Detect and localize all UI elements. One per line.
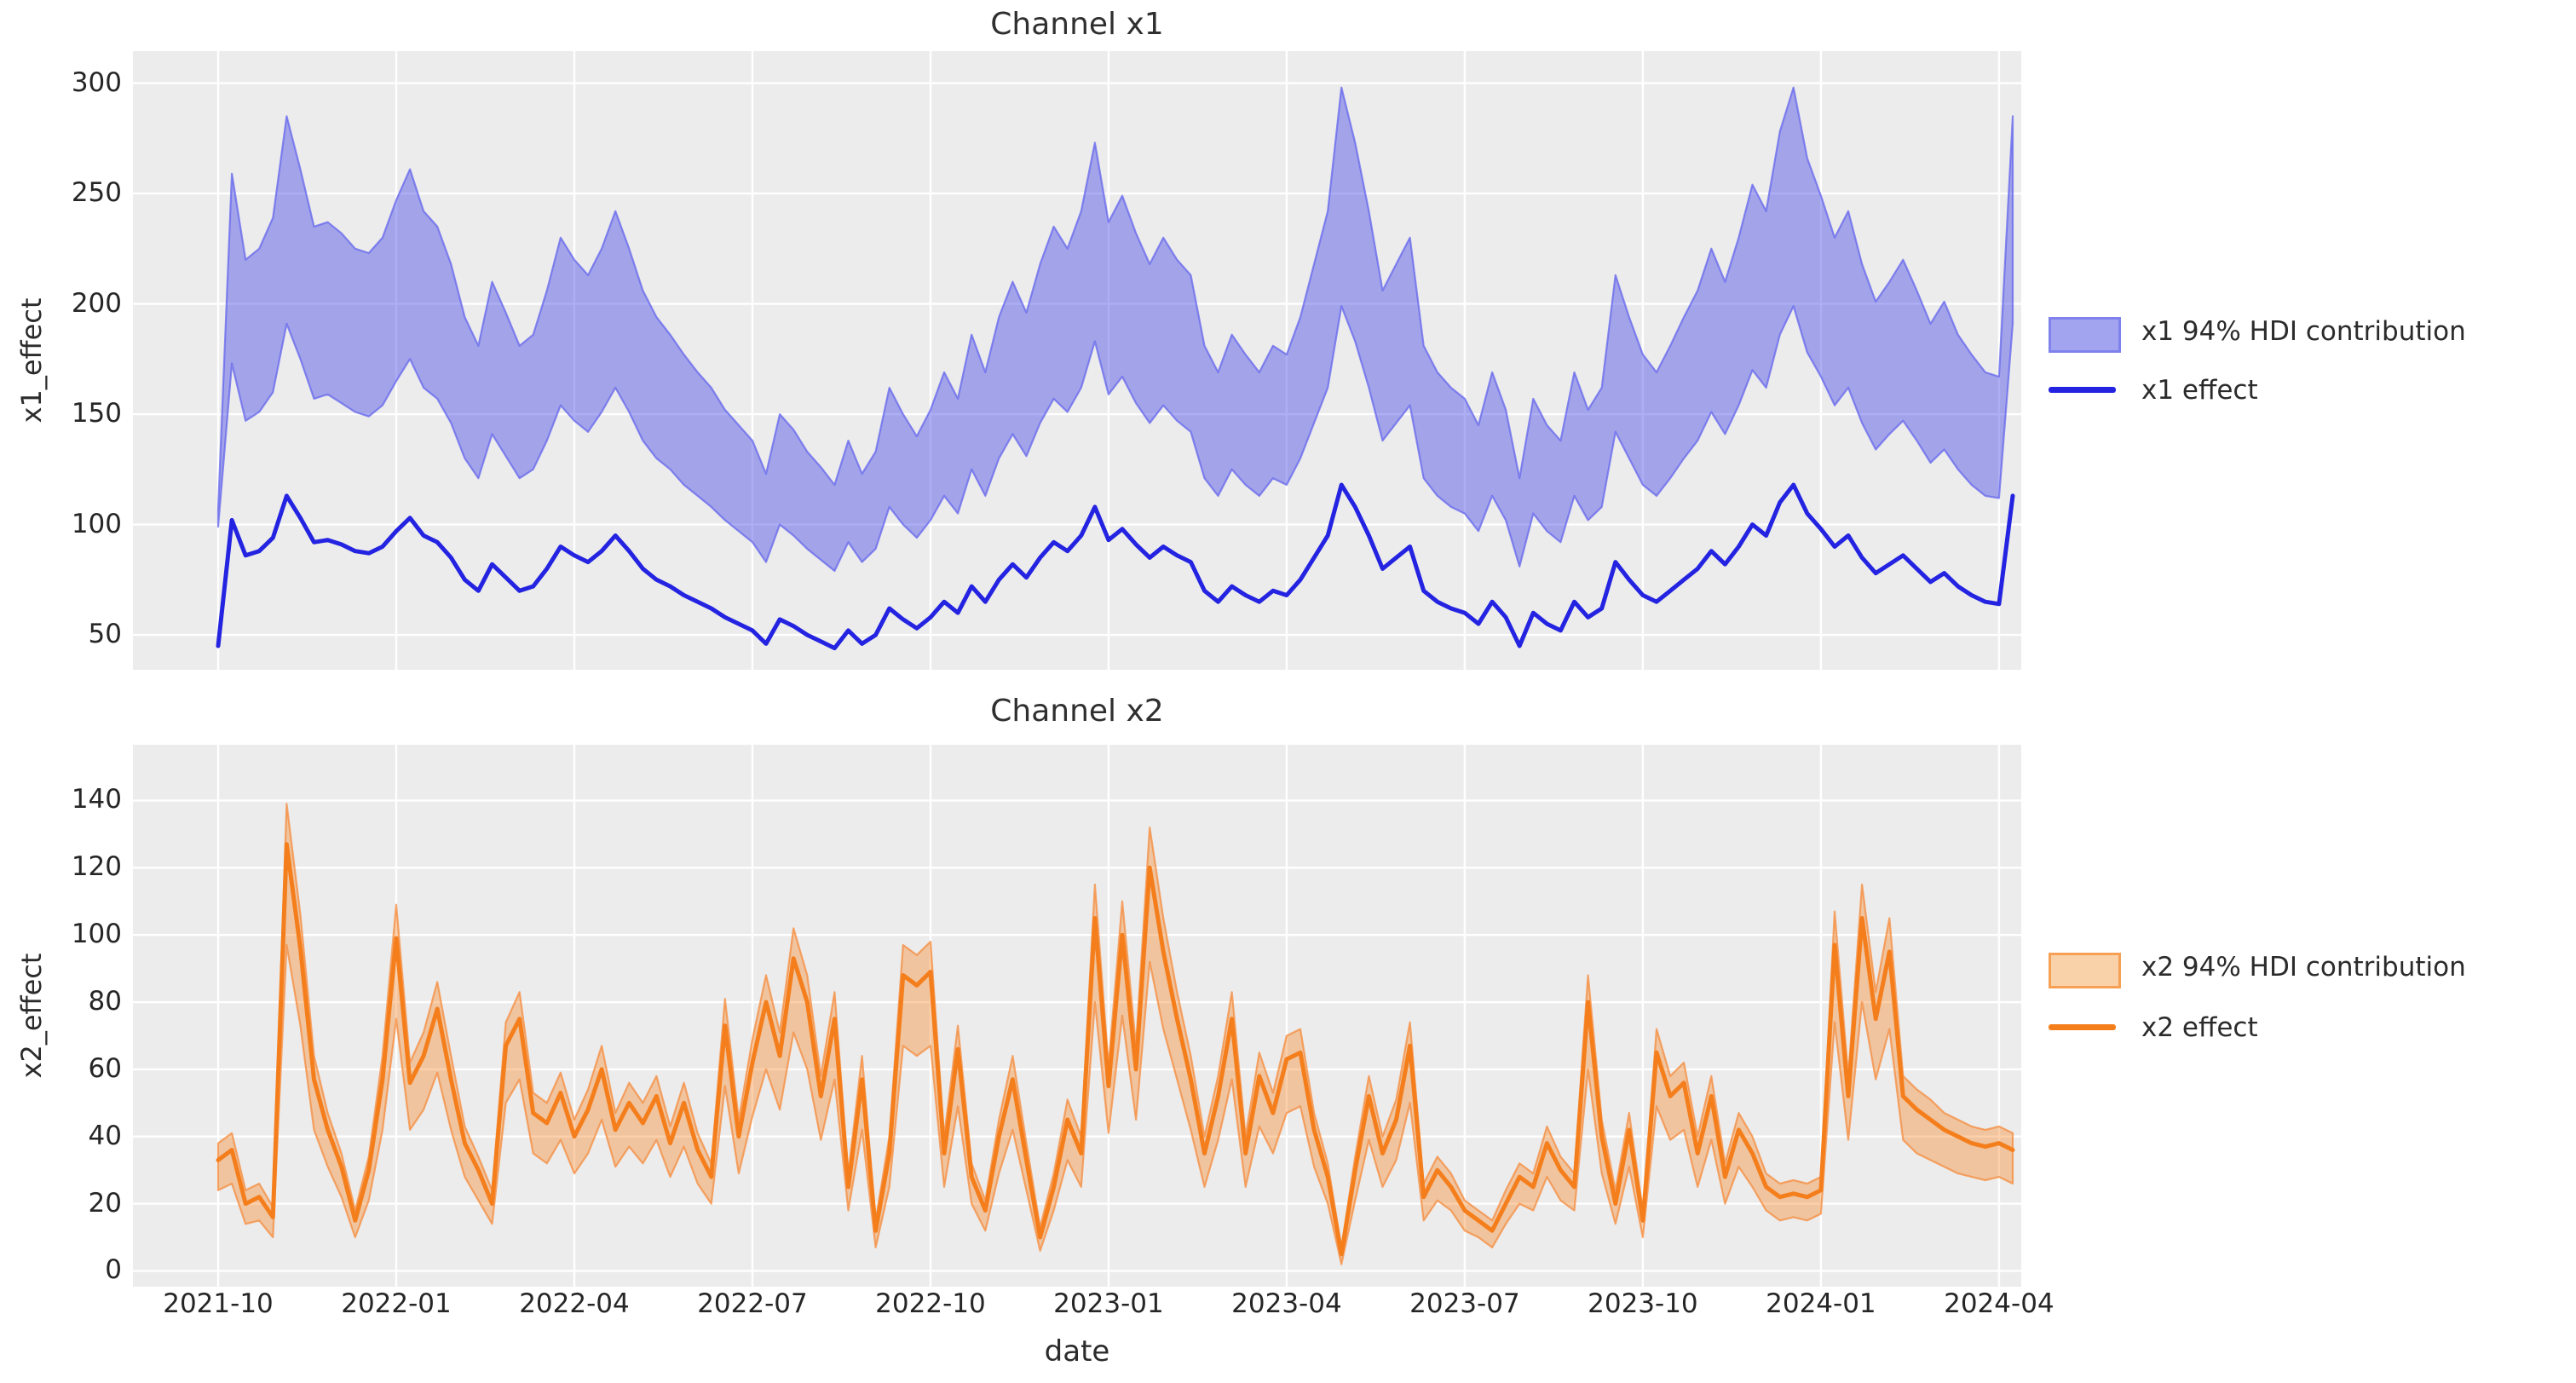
x2-effect-legend-label: x2 effect	[2141, 1012, 2258, 1043]
y-tick-label: 60	[88, 1052, 122, 1084]
x2-effect-line	[216, 842, 2015, 1257]
x-tick-label: 2022-04	[519, 1288, 630, 1319]
y-tick-label: 140	[71, 784, 122, 815]
x2-hdi-legend-swatch-icon	[2049, 953, 2121, 988]
x-tick-label: 2022-07	[697, 1288, 808, 1319]
x-tick-label: 2021-10	[163, 1288, 274, 1319]
x-tick-label: 2023-07	[1409, 1288, 1520, 1319]
x1-effect-legend-label: x1 effect	[2141, 375, 2258, 406]
chart-title-x1: Channel x1	[990, 7, 1164, 42]
y-tick-label: 250	[71, 177, 122, 209]
chart-title-x2: Channel x2	[990, 694, 1164, 729]
y-tick-label: 200	[71, 287, 122, 319]
x2-hdi-legend-label: x2 94% HDI contribution	[2141, 952, 2466, 983]
y-tick-label: 100	[71, 508, 122, 539]
x-tick-label: 2023-10	[1588, 1288, 1698, 1319]
y-tick-label: 50	[88, 619, 122, 650]
x-tick-label: 2022-01	[341, 1288, 452, 1319]
y-tick-label: 150	[71, 398, 122, 429]
x2-hdi-band	[216, 803, 2014, 1265]
y-tick-label: 40	[88, 1120, 122, 1151]
x2-effect-legend-line-icon	[2049, 1024, 2116, 1030]
y-tick-label: 20	[88, 1187, 122, 1219]
y-tick-label: 300	[71, 66, 122, 98]
x1-hdi-band	[216, 86, 2014, 573]
plot-background	[133, 51, 2021, 670]
y-tick-label: 100	[71, 919, 122, 950]
plot-background	[133, 745, 2021, 1287]
plot-area-x1	[133, 51, 2021, 670]
x-tick-label: 2023-01	[1053, 1288, 1164, 1319]
x-axis-label: date	[1044, 1334, 1110, 1369]
y-tick-label: 120	[71, 851, 122, 883]
y-tick-label: 0	[105, 1254, 122, 1286]
x-tick-label: 2024-01	[1766, 1288, 1876, 1319]
x1-effect-line	[216, 482, 2015, 651]
y-tick-label: 80	[88, 986, 122, 1017]
x-tick-label: 2022-10	[875, 1288, 986, 1319]
plot-area-x2	[133, 745, 2021, 1287]
x-tick-label: 2024-04	[1944, 1288, 2054, 1319]
x1-hdi-legend-label: x1 94% HDI contribution	[2141, 316, 2466, 347]
x-tick-label: 2023-04	[1231, 1288, 1342, 1319]
x1-effect-legend-line-icon	[2049, 387, 2116, 393]
x1-hdi-legend-swatch-icon	[2049, 317, 2121, 353]
